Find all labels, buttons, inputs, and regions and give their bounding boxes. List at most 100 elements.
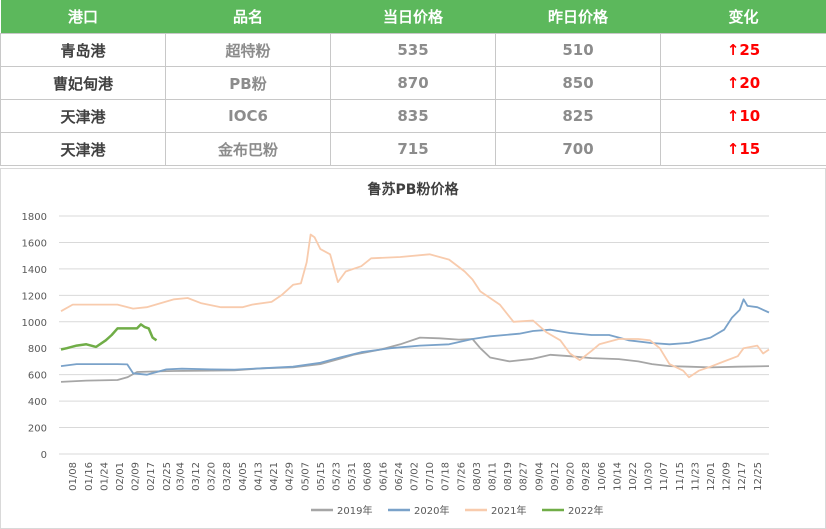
x-tick-label: 03/04 xyxy=(175,462,186,491)
series-line xyxy=(60,336,770,383)
port-cell: 青岛港 xyxy=(0,33,166,67)
x-tick-label: 05/23 xyxy=(331,462,342,491)
today-price-cell: 835 xyxy=(330,99,496,133)
x-tick-label: 07/18 xyxy=(441,462,452,491)
x-tick-label: 07/02 xyxy=(410,462,421,491)
chart-container: 鲁苏PB粉价格 0 200 400 600 800 1000 1200 1400 1600 180… xyxy=(0,168,826,529)
x-tick-label: 09/04 xyxy=(534,462,545,491)
legend-label: 2021年 xyxy=(491,504,526,517)
y-tick-label: 800 xyxy=(28,344,47,355)
x-tick-label: 04/13 xyxy=(253,462,264,491)
chart-title: 鲁苏PB粉价格 xyxy=(367,181,460,198)
x-tick-label: 06/24 xyxy=(394,462,405,491)
x-tick-label: 02/01 xyxy=(115,462,126,491)
header-yesterday-price: 昨日价格 xyxy=(495,0,661,34)
up-arrow-icon: ↑ xyxy=(726,41,740,59)
up-arrow-icon: ↑ xyxy=(726,107,740,125)
change-cell: ↑20 xyxy=(660,66,826,100)
chart-legend: 2019年 2020年 2021年 2022年 xyxy=(311,504,603,517)
x-tick-label: 02/25 xyxy=(162,462,173,491)
yesterday-price-cell: 825 xyxy=(495,99,661,133)
price-line-chart: 鲁苏PB粉价格 0 200 400 600 800 1000 1200 1400 1600 180… xyxy=(22,181,770,517)
header-today-price: 当日价格 xyxy=(330,0,496,34)
header-product: 品名 xyxy=(165,0,331,34)
x-tick-label: 01/24 xyxy=(99,462,110,491)
chart-series xyxy=(60,233,770,383)
x-tick-label: 12/17 xyxy=(737,462,748,491)
product-cell: 超特粉 xyxy=(165,33,331,67)
x-tick-label: 08/27 xyxy=(519,462,530,491)
today-price-cell: 535 xyxy=(330,33,496,67)
x-tick-label: 08/11 xyxy=(488,462,499,491)
x-tick-label: 03/20 xyxy=(207,462,218,491)
y-tick-label: 1800 xyxy=(22,212,47,223)
y-tick-label: 1200 xyxy=(22,291,47,302)
legend-label: 2022年 xyxy=(568,504,603,517)
y-tick-label: 400 xyxy=(28,397,47,408)
x-tick-label: 01/16 xyxy=(84,462,95,491)
y-tick-label: 1000 xyxy=(22,318,47,329)
x-tick-label: 04/21 xyxy=(269,462,280,491)
x-tick-label: 10/30 xyxy=(644,462,655,491)
change-value: 15 xyxy=(739,140,761,158)
x-tick-label: 06/08 xyxy=(363,462,374,491)
x-tick-label: 03/28 xyxy=(222,462,233,491)
x-tick-label: 10/14 xyxy=(612,462,623,491)
table-header-row: 港口 品名 当日价格 昨日价格 变化 xyxy=(0,0,826,34)
port-cell: 曹妃甸港 xyxy=(0,66,166,100)
y-axis-ticks: 0 200 400 600 800 1000 1200 1400 1600 1800 xyxy=(22,212,47,461)
y-tick-label: 600 xyxy=(28,371,47,382)
x-tick-label: 10/22 xyxy=(628,462,639,491)
x-tick-label: 05/31 xyxy=(347,462,358,491)
table-row: 曹妃甸港 PB粉 870 850 ↑20 xyxy=(0,66,826,100)
up-arrow-icon: ↑ xyxy=(726,74,740,92)
x-tick-label: 07/10 xyxy=(425,462,436,491)
yesterday-price-cell: 700 xyxy=(495,132,661,166)
legend-label: 2020年 xyxy=(414,504,449,517)
table-row: 天津港 IOC6 835 825 ↑10 xyxy=(0,99,826,133)
y-tick-label: 1400 xyxy=(22,265,47,276)
series-line xyxy=(60,298,770,376)
change-cell: ↑25 xyxy=(660,33,826,67)
x-tick-label: 11/23 xyxy=(690,462,701,491)
x-tick-label: 12/25 xyxy=(753,462,764,491)
x-tick-label: 02/17 xyxy=(146,462,157,491)
x-tick-label: 05/07 xyxy=(300,462,311,491)
y-tick-label: 0 xyxy=(41,450,47,461)
yesterday-price-cell: 510 xyxy=(495,33,661,67)
change-value: 10 xyxy=(739,107,761,125)
today-price-cell: 870 xyxy=(330,66,496,100)
x-tick-label: 04/29 xyxy=(285,462,296,491)
series-line xyxy=(60,323,158,351)
change-cell: ↑10 xyxy=(660,99,826,133)
x-tick-label: 07/26 xyxy=(456,462,467,491)
x-tick-label: 02/09 xyxy=(131,462,142,491)
product-cell: IOC6 xyxy=(165,99,331,133)
x-tick-label: 06/16 xyxy=(378,462,389,491)
chart-gridlines xyxy=(59,215,769,455)
table-row: 青岛港 超特粉 535 510 ↑25 xyxy=(0,33,826,67)
product-cell: PB粉 xyxy=(165,66,331,100)
x-tick-label: 08/03 xyxy=(472,462,483,491)
change-cell: ↑15 xyxy=(660,132,826,166)
port-cell: 天津港 xyxy=(0,132,166,166)
table-row: 天津港 金布巴粉 715 700 ↑15 xyxy=(0,132,826,166)
x-tick-label: 11/15 xyxy=(675,462,686,491)
yesterday-price-cell: 850 xyxy=(495,66,661,100)
x-axis-ticks: 01/08 01/16 01/24 02/01 02/09 02/17 02/25 03/04… xyxy=(68,462,764,491)
header-change: 变化 xyxy=(660,0,826,34)
x-tick-label: 12/09 xyxy=(722,462,733,491)
x-tick-label: 05/15 xyxy=(316,462,327,491)
y-tick-label: 200 xyxy=(28,424,47,435)
x-tick-label: 11/07 xyxy=(659,462,670,491)
x-tick-label: 01/08 xyxy=(68,462,79,491)
product-cell: 金布巴粉 xyxy=(165,132,331,166)
change-value: 20 xyxy=(739,74,761,92)
legend-label: 2019年 xyxy=(337,504,372,517)
x-tick-label: 08/19 xyxy=(503,462,514,491)
header-port: 港口 xyxy=(0,0,166,34)
x-tick-label: 09/28 xyxy=(581,462,592,491)
x-tick-label: 03/12 xyxy=(191,462,202,491)
change-value: 25 xyxy=(739,41,761,59)
x-tick-label: 10/06 xyxy=(597,462,608,491)
